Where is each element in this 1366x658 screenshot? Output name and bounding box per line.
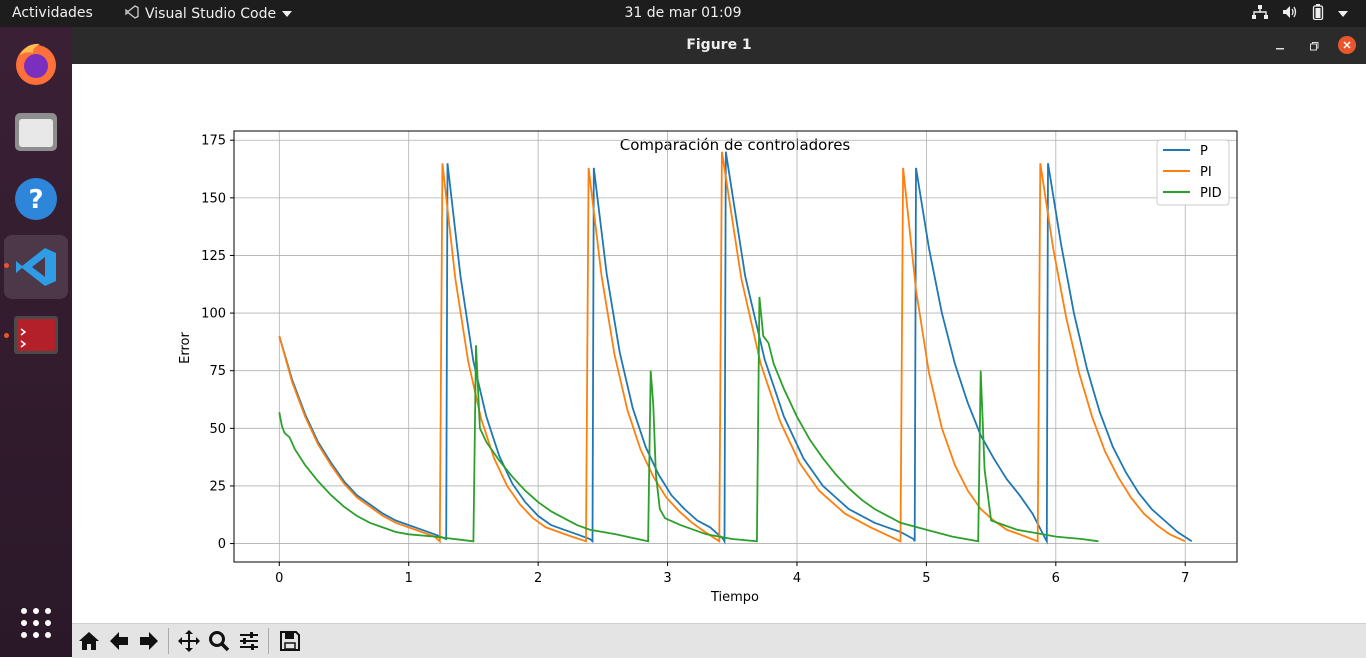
chevron-down-icon[interactable] [1338, 6, 1348, 22]
x-tick-label: 1 [405, 571, 413, 586]
restore-button[interactable] [1304, 36, 1324, 56]
series-line-pi [278, 151, 1186, 544]
system-tray[interactable] [1252, 4, 1348, 24]
y-tick-label: 0 [218, 537, 226, 552]
y-tick-label: 150 [201, 191, 226, 206]
vscode-icon[interactable] [4, 235, 68, 299]
home-icon[interactable] [75, 627, 103, 655]
figure-window: Figure 1 Comparación de controladores 0 1… [72, 27, 1366, 658]
x-tick-label: 0 [275, 571, 283, 586]
running-indicator [4, 333, 9, 338]
legend-box [1156, 139, 1230, 206]
y-tick-label: 25 [209, 479, 226, 494]
toolbar-separator [168, 628, 169, 654]
series-line-pid [278, 296, 1099, 543]
grid [234, 131, 1237, 562]
minimize-button[interactable] [1270, 36, 1290, 56]
app-menu[interactable]: Visual Studio Code [125, 5, 293, 23]
clock[interactable]: 31 de mar 01:09 [624, 5, 742, 21]
window-title: Figure 1 [686, 37, 752, 53]
running-indicator [4, 263, 9, 268]
legend-label-pi: PI [1200, 165, 1212, 180]
y-tick-label: 175 [201, 134, 226, 149]
close-icon [1343, 41, 1351, 49]
series-lines [278, 151, 1193, 545]
activities-button[interactable]: Actividades [12, 5, 93, 21]
legend-label-p: P [1200, 144, 1208, 159]
x-tick-label: 2 [534, 571, 542, 586]
plot-frame [233, 130, 1238, 563]
chevron-down-icon [282, 6, 293, 22]
files-icon[interactable] [4, 99, 68, 163]
x-tick-label: 7 [1181, 571, 1189, 586]
volume-icon[interactable] [1282, 5, 1298, 23]
network-icon[interactable] [1252, 5, 1268, 23]
y-tick-label: 50 [209, 422, 226, 437]
x-axis-label: Tiempo [710, 590, 759, 605]
x-tick-label: 5 [922, 571, 930, 586]
x-tick-label: 3 [663, 571, 671, 586]
legend: P PI PID [1156, 139, 1230, 206]
ticks: 0 1 2 3 4 5 6 7 0 25 50 75 100 125 150 175 [201, 134, 1189, 586]
close-button[interactable] [1338, 36, 1356, 54]
save-icon[interactable] [276, 627, 304, 655]
x-tick-label: 4 [793, 571, 801, 586]
firefox-icon[interactable] [4, 31, 68, 95]
vscode-small-icon [125, 5, 139, 23]
chart-title: Comparación de controladores [620, 136, 851, 154]
show-apps-icon[interactable] [4, 591, 68, 655]
help-icon[interactable]: ? [4, 167, 68, 231]
y-tick-label: 75 [209, 364, 226, 379]
top-bar: Actividades Visual Studio Code 31 de mar… [0, 0, 1366, 27]
svg-text:?: ? [28, 185, 43, 215]
zoom-icon[interactable] [205, 627, 233, 655]
title-bar[interactable]: Figure 1 [72, 27, 1366, 64]
series-line-p [278, 151, 1193, 545]
y-tick-label: 100 [201, 307, 226, 322]
legend-label-pid: PID [1200, 186, 1222, 201]
pan-icon[interactable] [175, 627, 203, 655]
terminal-icon[interactable] [4, 303, 68, 367]
battery-icon[interactable] [1312, 4, 1324, 24]
x-tick-label: 6 [1052, 571, 1060, 586]
back-icon[interactable] [105, 627, 133, 655]
toolbar-separator [268, 628, 269, 654]
app-name: Visual Studio Code [145, 6, 277, 22]
forward-icon[interactable] [135, 627, 163, 655]
dock: ? [0, 27, 72, 657]
navigation-toolbar [72, 623, 1366, 658]
y-tick-label: 125 [201, 249, 226, 264]
plot-canvas[interactable]: Comparación de controladores 0 1 2 3 4 5 6 7 0 25… [72, 64, 1366, 623]
y-axis-label: Error [178, 332, 193, 364]
configure-subplots-icon[interactable] [235, 627, 263, 655]
